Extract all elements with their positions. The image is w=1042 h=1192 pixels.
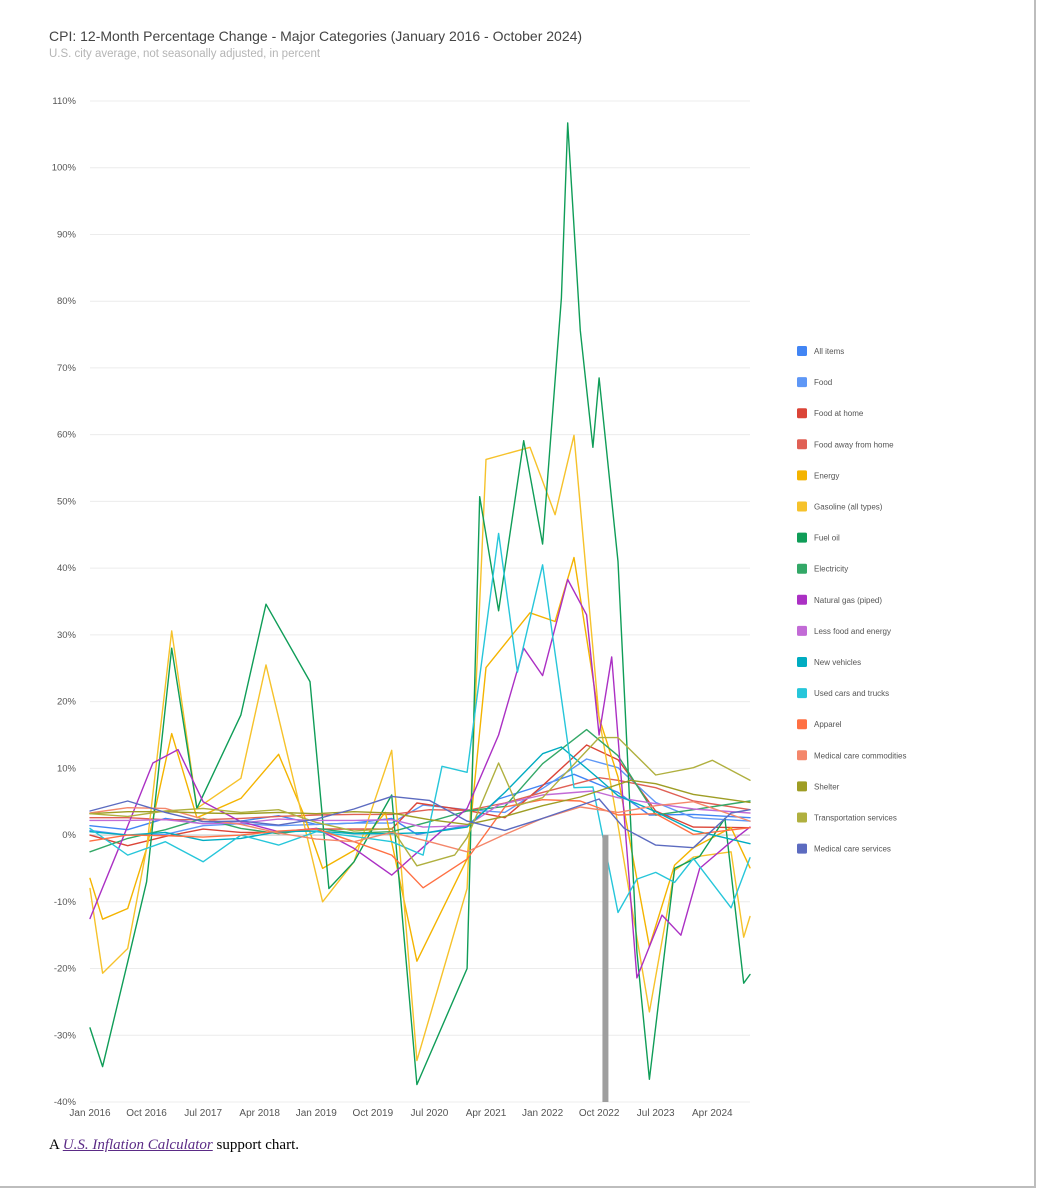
x-tick-label: Apr 2021	[466, 1108, 507, 1119]
legend-label: Gasoline (all types)	[814, 503, 883, 512]
x-tick-label: Oct 2016	[126, 1108, 167, 1119]
x-tick-label: Apr 2024	[692, 1108, 733, 1119]
series-line-apparel	[89, 799, 751, 889]
legend-swatch	[797, 563, 807, 574]
legend-label: New vehicles	[814, 658, 861, 667]
y-tick-label: 70%	[57, 363, 77, 374]
cpi-line-chart: 110% 100% 90% 80% 70% 60% 50% 40% 30% 20% 10% 0% -10…	[52, 96, 907, 1119]
legend-swatch	[797, 408, 807, 419]
series-line-medical-care-services	[89, 795, 751, 849]
legend-swatch	[797, 501, 807, 512]
y-tick-label: -30%	[54, 1030, 77, 1041]
y-tick-label: -10%	[54, 897, 77, 908]
y-axis-tick-labels: 110% 100% 90% 80% 70% 60% 50% 40% 30% 20% 10% 0% -10…	[52, 96, 77, 1108]
footer-suffix: support chart.	[216, 1137, 299, 1153]
footer-prefix: A	[49, 1137, 60, 1153]
series-lines	[89, 122, 751, 1086]
legend-label: Electricity	[814, 565, 848, 574]
x-tick-label: Apr 2018	[239, 1108, 280, 1119]
series-line-used-cars-and-trucks	[89, 532, 751, 914]
x-axis-tick-labels: Jan 2016 Oct 2016 Jul 2017 Apr 2018 Jan 2019…	[69, 1108, 733, 1119]
legend-swatch	[797, 532, 807, 543]
y-tick-label: 60%	[57, 430, 77, 441]
legend-label: Medical care commodities	[814, 751, 906, 760]
series-line-gasoline-all-types	[89, 434, 751, 1062]
legend-swatch	[797, 750, 807, 761]
legend-swatch	[797, 781, 807, 792]
legend-label: Food at home	[814, 409, 864, 418]
legend-swatch	[797, 439, 807, 450]
series-line-shelter	[89, 779, 751, 826]
legend-label: Food away from home	[814, 440, 894, 449]
series-line-natural-gas-piped	[89, 578, 751, 979]
x-tick-label: Jan 2016	[69, 1108, 111, 1119]
legend-label: Food	[814, 378, 832, 387]
y-tick-label: -20%	[54, 964, 77, 975]
x-tick-label: Oct 2019	[353, 1108, 394, 1119]
legend-swatch	[797, 470, 807, 481]
x-tick-label: Jan 2022	[522, 1108, 564, 1119]
y-tick-label: 10%	[57, 763, 77, 774]
legend: All items Food Food at home Food away from …	[797, 346, 906, 854]
legend-swatch	[797, 657, 807, 667]
series-line-food	[89, 758, 751, 836]
legend-label: Energy	[814, 471, 839, 480]
legend-label: Medical care services	[814, 845, 891, 854]
series-line-transportation-services	[89, 736, 751, 867]
chart-subtitle: U.S. city average, not seasonally adjust…	[49, 48, 321, 60]
legend-label: Fuel oil	[814, 534, 840, 543]
legend-label: Transportation services	[814, 814, 897, 823]
legend-label: All items	[814, 347, 844, 356]
y-tick-label: 40%	[57, 563, 77, 574]
legend-swatch	[797, 625, 807, 636]
legend-label: Less food and energy	[814, 627, 891, 636]
y-tick-label: -40%	[54, 1097, 77, 1108]
y-tick-label: 80%	[57, 296, 77, 307]
y-tick-label: 20%	[57, 697, 77, 708]
series-line-medical-care-commodities	[89, 801, 751, 853]
legend-label: Apparel	[814, 720, 842, 729]
x-tick-label: Jan 2019	[296, 1108, 338, 1119]
y-tick-label: 110%	[52, 96, 76, 107]
y-tick-label: 90%	[57, 229, 77, 240]
series-line-new-vehicles	[89, 746, 751, 845]
legend-label: Used cars and trucks	[814, 689, 889, 698]
legend-swatch	[797, 688, 807, 699]
legend-label: Shelter	[814, 782, 840, 791]
legend-swatch	[797, 594, 807, 605]
y-tick-label: 50%	[57, 496, 77, 507]
legend-swatch	[797, 719, 807, 730]
x-tick-label: Oct 2022	[579, 1108, 620, 1119]
series-line-food-at-home	[89, 744, 751, 847]
legend-swatch	[797, 377, 807, 388]
legend-swatch	[797, 843, 807, 854]
legend-swatch	[797, 812, 807, 823]
y-tick-label: 0%	[62, 830, 76, 841]
footer-note: A U.S. Inflation Calculator support char…	[49, 1137, 299, 1154]
legend-label: Natural gas (piped)	[814, 596, 882, 605]
x-tick-label: Jul 2017	[184, 1108, 222, 1119]
y-tick-label: 100%	[52, 163, 77, 174]
gridlines	[90, 100, 750, 1103]
inflation-calculator-link[interactable]: U.S. Inflation Calculator	[62, 1137, 213, 1153]
y-tick-label: 30%	[57, 630, 77, 641]
x-tick-label: Jul 2023	[637, 1108, 675, 1119]
x-tick-label: Jul 2020	[411, 1108, 449, 1119]
chart-title: CPI: 12-Month Percentage Change - Major …	[49, 28, 583, 44]
legend-swatch	[797, 346, 807, 356]
